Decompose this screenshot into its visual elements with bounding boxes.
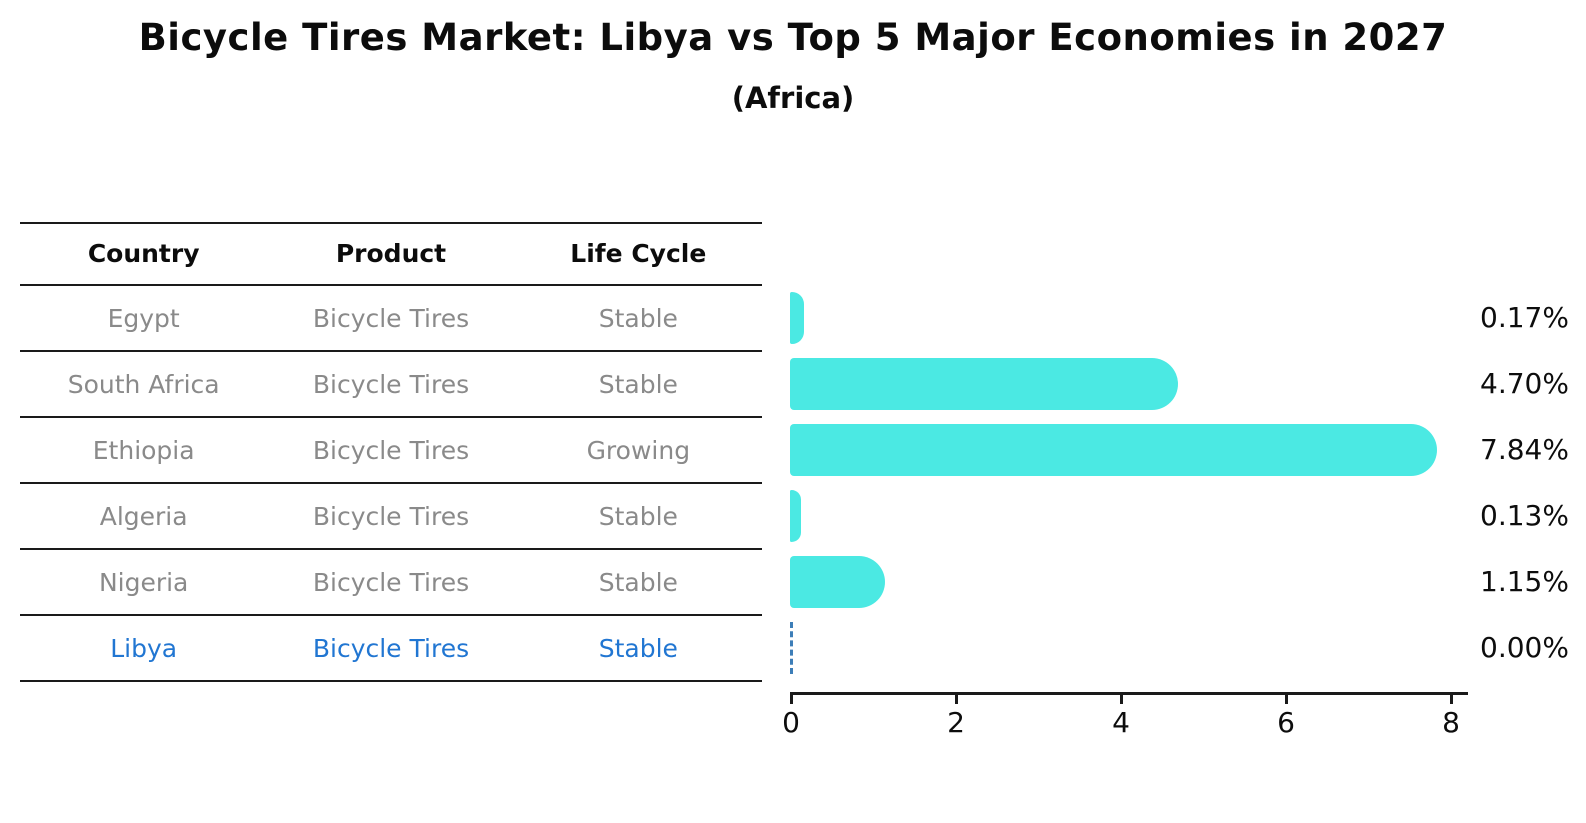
bar-egypt bbox=[790, 292, 805, 344]
libya-zero-dashed-marker bbox=[790, 622, 793, 674]
value-label: 4.70% bbox=[1480, 367, 1569, 400]
product-cell: Bicycle Tires bbox=[312, 633, 470, 663]
bar-ethiopia bbox=[790, 424, 1437, 476]
x-axis-tick-label: 6 bbox=[1277, 706, 1295, 739]
table-row: South Africa Bicycle Tires Stable bbox=[20, 352, 762, 416]
row-separator bbox=[20, 614, 762, 616]
country-cell: Libya bbox=[110, 633, 178, 663]
life-cycle-cell: Stable bbox=[598, 369, 678, 399]
x-axis-tick-label: 4 bbox=[1112, 706, 1130, 739]
bar-row-algeria bbox=[790, 490, 1450, 542]
country-cell: South Africa bbox=[67, 369, 220, 399]
table-row: Algeria Bicycle Tires Stable bbox=[20, 484, 762, 548]
x-axis-tick-label: 2 bbox=[947, 706, 965, 739]
column-header-life-cycle: Life Cycle bbox=[570, 238, 707, 268]
life-cycle-cell: Stable bbox=[598, 633, 678, 663]
product-cell: Bicycle Tires bbox=[312, 303, 470, 333]
x-axis-tick-label: 0 bbox=[782, 706, 800, 739]
product-cell: Bicycle Tires bbox=[312, 369, 470, 399]
value-label: 7.84% bbox=[1480, 433, 1569, 466]
value-label: 1.15% bbox=[1480, 565, 1569, 598]
x-axis-tick bbox=[1285, 692, 1288, 704]
bar-row-egypt bbox=[790, 292, 1450, 344]
value-label: 0.17% bbox=[1480, 301, 1569, 334]
life-cycle-cell: Stable bbox=[598, 567, 678, 597]
table-header-separator bbox=[20, 284, 762, 286]
row-separator bbox=[20, 482, 762, 484]
life-cycle-cell: Stable bbox=[598, 303, 678, 333]
x-axis-tick-label: 8 bbox=[1442, 706, 1460, 739]
bar-algeria bbox=[790, 490, 801, 542]
table-border-top bbox=[20, 222, 762, 224]
bar-row-south-africa bbox=[790, 358, 1450, 410]
country-cell: Ethiopia bbox=[92, 435, 195, 465]
table-header-row: Country Product Life Cycle bbox=[20, 222, 762, 284]
chart-subtitle: (Africa) bbox=[731, 81, 855, 115]
x-axis-tick bbox=[955, 692, 958, 704]
bar-row-ethiopia bbox=[790, 424, 1450, 476]
chart-title: Bicycle Tires Market: Libya vs Top 5 Maj… bbox=[138, 16, 1448, 59]
x-axis-tick bbox=[1450, 692, 1453, 704]
table-row: Ethiopia Bicycle Tires Growing bbox=[20, 418, 762, 482]
product-cell: Bicycle Tires bbox=[312, 567, 470, 597]
table-row: Egypt Bicycle Tires Stable bbox=[20, 286, 762, 350]
value-label: 0.00% bbox=[1480, 631, 1569, 664]
table-border-bottom bbox=[20, 680, 762, 682]
country-cell: Algeria bbox=[99, 501, 188, 531]
row-separator bbox=[20, 416, 762, 418]
product-cell: Bicycle Tires bbox=[312, 435, 470, 465]
bar-row-libya bbox=[790, 622, 1450, 674]
x-axis-line bbox=[790, 692, 1468, 695]
life-cycle-cell: Growing bbox=[586, 435, 691, 465]
country-cell: Nigeria bbox=[98, 567, 189, 597]
bar-row-nigeria bbox=[790, 556, 1450, 608]
life-cycle-cell: Stable bbox=[598, 501, 678, 531]
x-axis-tick bbox=[790, 692, 793, 704]
table-row: Nigeria Bicycle Tires Stable bbox=[20, 550, 762, 614]
bar-nigeria bbox=[790, 556, 885, 608]
row-separator bbox=[20, 350, 762, 352]
column-header-product: Product bbox=[335, 238, 447, 268]
x-axis-tick bbox=[1120, 692, 1123, 704]
table-row-highlighted-libya: Libya Bicycle Tires Stable bbox=[20, 616, 762, 680]
column-header-country: Country bbox=[87, 238, 200, 268]
bar-south-africa bbox=[790, 358, 1178, 410]
value-label: 0.13% bbox=[1480, 499, 1569, 532]
country-cell: Egypt bbox=[107, 303, 180, 333]
product-cell: Bicycle Tires bbox=[312, 501, 470, 531]
row-separator bbox=[20, 548, 762, 550]
